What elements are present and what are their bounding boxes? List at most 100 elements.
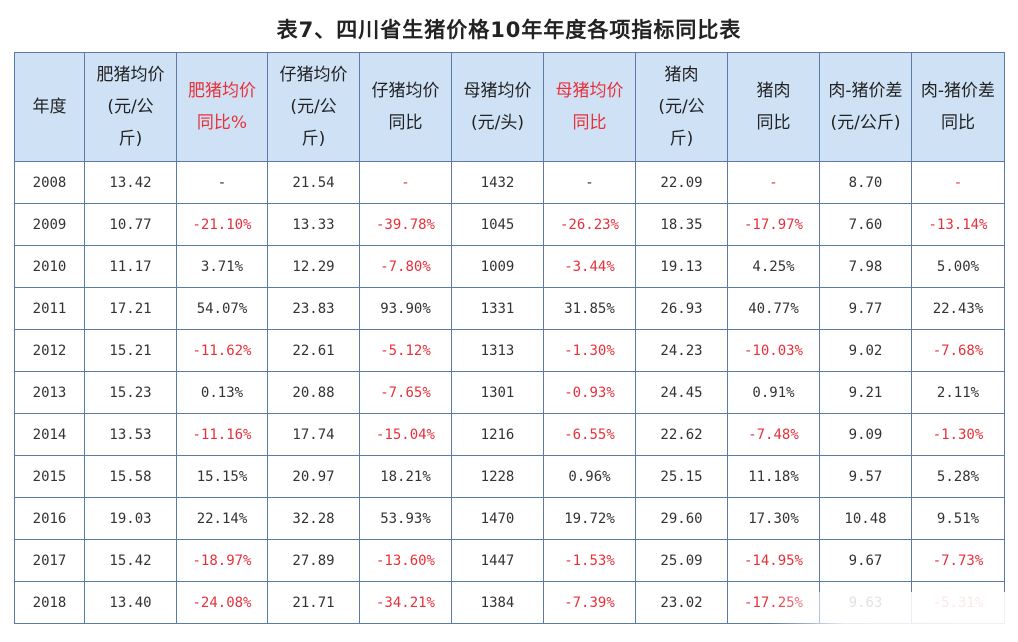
table-row: 2014 13.53 -11.16% 17.74 -15.04% 1216 -6.55% 22…	[14, 413, 1005, 456]
table-cell: 25.09	[635, 539, 728, 582]
column-header-line: 肥猪均价	[96, 65, 165, 85]
table-cell: 8.70	[819, 161, 912, 204]
table-row: 2018 13.40 -24.08% 21.71 -34.21% 1384 -7.39% 23…	[14, 581, 1005, 624]
table-row: 2009 10.77 -21.10% 13.33 -39.78% 1045 -26.23% 1…	[14, 203, 1005, 246]
column-header: 肉-猪价差同比	[911, 52, 1005, 162]
table-cell: -11.62%	[176, 329, 268, 372]
table-cell: -11.16%	[176, 413, 268, 456]
table-cell: -1.30%	[911, 413, 1005, 456]
column-header-line: 母猪均价	[463, 81, 532, 101]
table-cell: 19.13	[635, 245, 728, 288]
table-cell: -21.10%	[176, 203, 268, 246]
table-cell: 29.60	[635, 497, 728, 540]
table-cell: 1009	[451, 245, 544, 288]
table-cell: -1.30%	[543, 329, 636, 372]
column-header: 肥猪均价同比%	[176, 52, 268, 162]
year-cell: 2017	[14, 539, 85, 582]
table-cell: 22.43%	[911, 287, 1005, 330]
table-cell: -10.03%	[727, 329, 820, 372]
table-cell: 18.21%	[359, 455, 452, 498]
table-cell: -0.93%	[543, 371, 636, 414]
column-header-line: (元/公	[290, 97, 337, 117]
table-cell: 19.72%	[543, 497, 636, 540]
column-header: 母猪均价 (元/头)	[451, 52, 544, 162]
table-cell: 1313	[451, 329, 544, 372]
table-cell: 13.42	[84, 161, 177, 204]
table-cell: 54.07%	[176, 287, 268, 330]
table-cell: 9.21	[819, 371, 912, 414]
table-cell: 9.09	[819, 413, 912, 456]
table-cell: 7.60	[819, 203, 912, 246]
column-header-line: 同比%	[196, 113, 248, 133]
table-cell: 3.71%	[176, 245, 268, 288]
table-cell: 26.93	[635, 287, 728, 330]
column-header-line: 肉-猪价差	[920, 81, 996, 101]
column-header-line: 肥猪均价	[188, 81, 256, 101]
column-header-line: 同比	[941, 113, 975, 133]
column-header-line: 同比	[572, 113, 607, 133]
table-row: 2008 13.42-21.54-1432-22.09-8.70-	[14, 161, 1005, 204]
table-cell: 22.09	[635, 161, 728, 204]
table-row: 2011 17.21 54.07% 23.83 93.90% 1331 31.85% 26.9…	[14, 287, 1005, 330]
table-cell: 13.33	[267, 203, 360, 246]
table-cell: -7.73%	[911, 539, 1005, 582]
column-header: 猪肉 (元/公 斤)	[635, 52, 728, 162]
table-cell: -13.60%	[359, 539, 452, 582]
table-cell: 1331	[451, 287, 544, 330]
table-cell: 10.48	[819, 497, 912, 540]
table-cell: 15.58	[84, 455, 177, 498]
year-cell: 2008	[14, 161, 85, 204]
table-cell: -7.68%	[911, 329, 1005, 372]
column-header-line: 猪肉	[756, 81, 791, 101]
table-cell: 1216	[451, 413, 544, 456]
table-cell: -34.21%	[359, 581, 452, 624]
year-cell: 2016	[14, 497, 85, 540]
table-cell: -5.12%	[359, 329, 452, 372]
table-cell: 24.23	[635, 329, 728, 372]
table-cell: 17.21	[84, 287, 177, 330]
year-cell: 2014	[14, 413, 85, 456]
column-header: 年度	[14, 52, 85, 162]
table-cell: 20.88	[267, 371, 360, 414]
table-cell: -	[727, 161, 820, 204]
column-header-line: 猪肉	[664, 65, 699, 85]
table-cell: 19.03	[84, 497, 177, 540]
table-cell: 9.77	[819, 287, 912, 330]
table-cell: 9.51%	[911, 497, 1005, 540]
table-cell: 13.40	[84, 581, 177, 624]
table-cell: 23.02	[635, 581, 728, 624]
year-cell: 2010	[14, 245, 85, 288]
table-cell: 24.45	[635, 371, 728, 414]
table-cell: -7.80%	[359, 245, 452, 288]
table-cell: 4.25%	[727, 245, 820, 288]
table-cell: -24.08%	[176, 581, 268, 624]
table-cell: 93.90%	[359, 287, 452, 330]
table-cell: -17.97%	[727, 203, 820, 246]
table-row: 2012 15.21 -11.62% 22.61 -5.12% 1313 -1.30% 24.…	[14, 329, 1005, 372]
table-row: 2016 19.03 22.14% 32.28 53.93% 1470 19.72% 29.6…	[14, 497, 1005, 540]
table-cell: 13.53	[84, 413, 177, 456]
table-cell: -26.23%	[543, 203, 636, 246]
table-cell: 11.18%	[727, 455, 820, 498]
table-cell: 1470	[451, 497, 544, 540]
table-cell: 22.14%	[176, 497, 268, 540]
table-cell: 1228	[451, 455, 544, 498]
table-row: 2017 15.42 -18.97% 27.89 -13.60% 1447 -1.53% 25…	[14, 539, 1005, 582]
table-cell: -	[543, 161, 636, 204]
table-cell: 15.21	[84, 329, 177, 372]
table-cell: 11.17	[84, 245, 177, 288]
table-cell: 10.77	[84, 203, 177, 246]
table-cell: 9.63	[819, 581, 912, 624]
column-header: 肉-猪价差 (元/公斤)	[819, 52, 912, 162]
column-header-line: 斤)	[669, 129, 694, 149]
table-cell: 21.54	[267, 161, 360, 204]
year-cell: 2012	[14, 329, 85, 372]
table-row: 2013 15.23 0.13% 20.88 -7.65% 1301 -0.93% 24.45…	[14, 371, 1005, 414]
table-cell: 21.71	[267, 581, 360, 624]
column-header-line: 仔猪均价	[371, 81, 440, 101]
table-cell: 20.97	[267, 455, 360, 498]
column-header: 猪肉 同比	[727, 52, 820, 162]
column-header-line: 肉-猪价差	[828, 81, 903, 101]
column-header-line: (元/头)	[471, 113, 524, 133]
table-cell: -7.48%	[727, 413, 820, 456]
